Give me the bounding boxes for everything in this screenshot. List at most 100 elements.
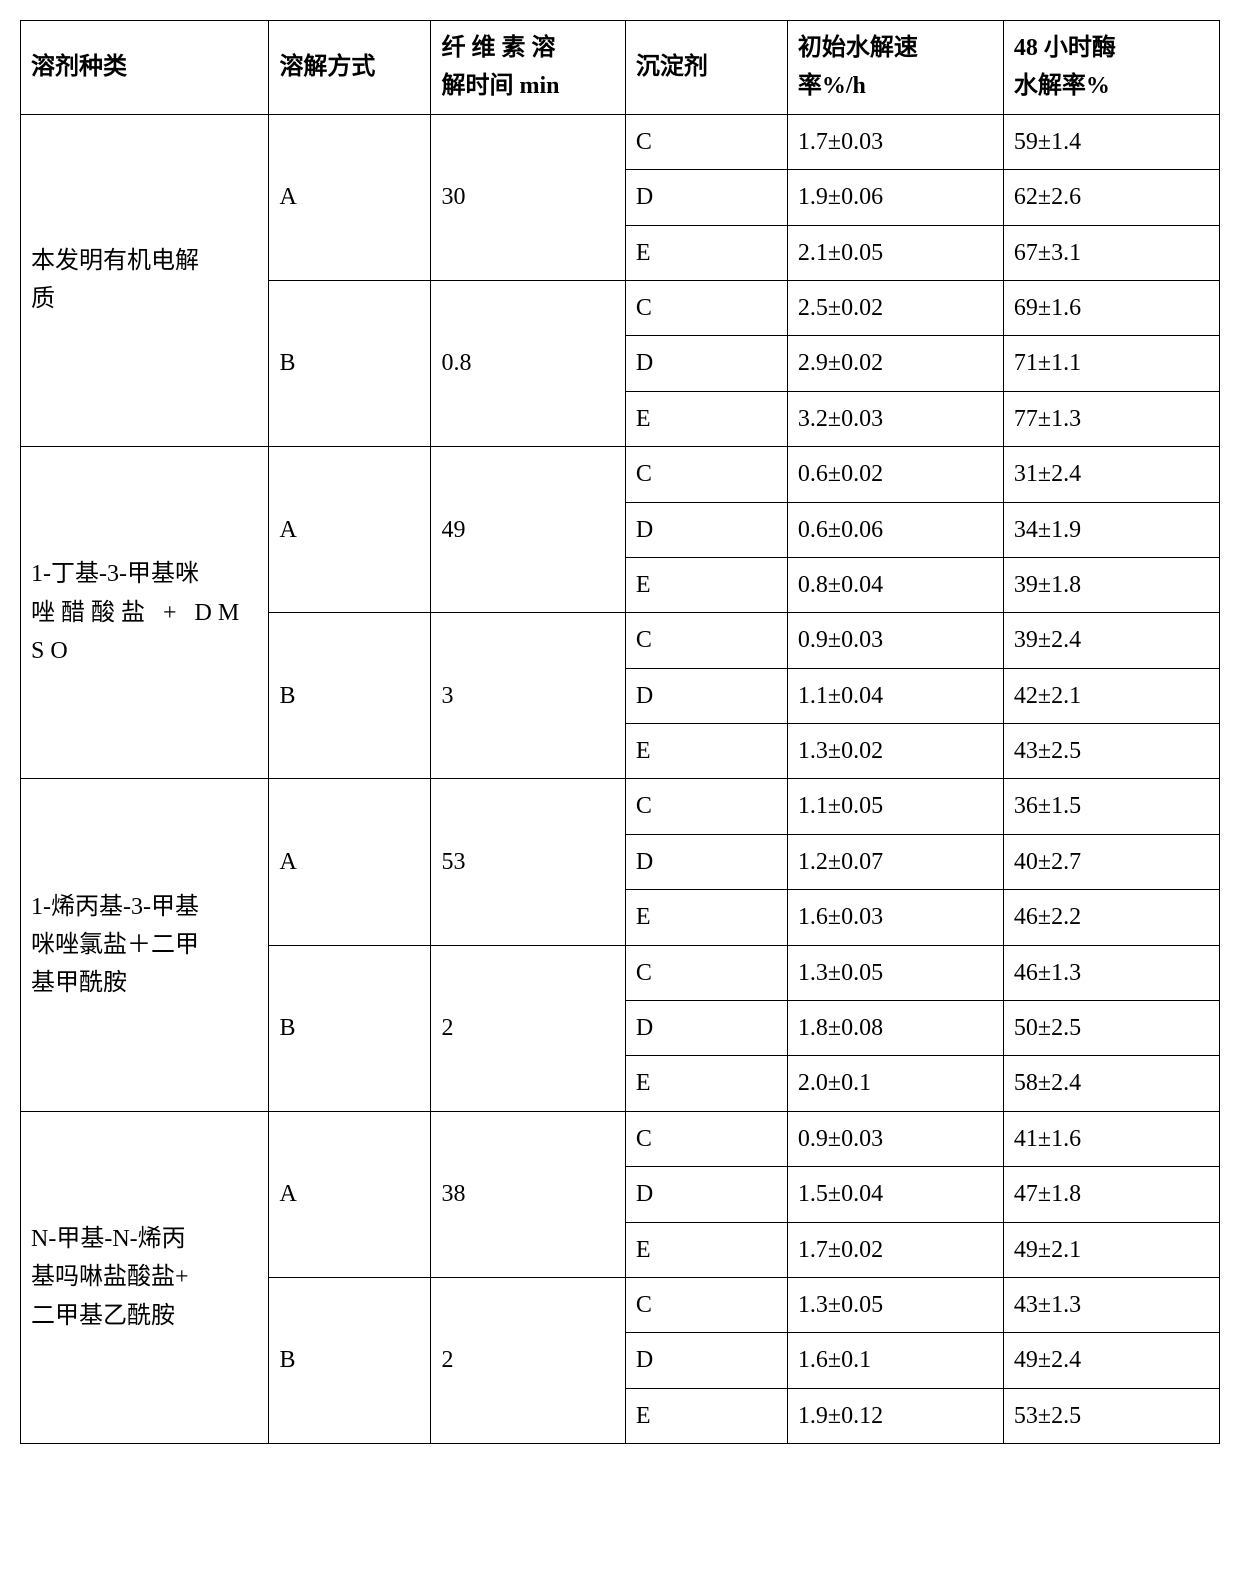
rate-cell: 1.9±0.12: [787, 1388, 1003, 1443]
hydrolysis-value: 59±1.4: [1014, 129, 1081, 155]
hydrolysis-value: 46±1.3: [1014, 960, 1081, 986]
method-cell: B: [269, 280, 431, 446]
rate-cell: 1.3±0.05: [787, 945, 1003, 1000]
precipitant-value: D: [636, 517, 653, 543]
time-cell: 2: [431, 945, 625, 1111]
hydrolysis-cell: 62±2.6: [1003, 170, 1219, 225]
rate-value: 1.7±0.02: [798, 1237, 883, 1263]
precipitant-cell: C: [625, 280, 787, 335]
hydrolysis-value: 39±1.8: [1014, 572, 1081, 598]
header-rate-l1: 初始水解速: [798, 35, 918, 61]
hydrolysis-value: 43±2.5: [1014, 738, 1081, 764]
time-value: 0.8: [441, 350, 471, 376]
rate-cell: 1.3±0.05: [787, 1277, 1003, 1332]
hydrolysis-value: 36±1.5: [1014, 793, 1081, 819]
precipitant-value: D: [636, 350, 653, 376]
rate-value: 1.6±0.03: [798, 904, 883, 930]
rate-cell: 1.7±0.03: [787, 114, 1003, 169]
precipitant-cell: E: [625, 1222, 787, 1277]
hydrolysis-cell: 49±2.1: [1003, 1222, 1219, 1277]
rate-value: 1.9±0.12: [798, 1403, 883, 1429]
time-value: 49: [441, 517, 465, 543]
solvent-line: 1-烯丙基-3-甲基: [31, 894, 199, 920]
rate-cell: 0.8±0.04: [787, 557, 1003, 612]
rate-value: 0.8±0.04: [798, 572, 883, 598]
precipitant-cell: D: [625, 1333, 787, 1388]
time-cell: 0.8: [431, 280, 625, 446]
solvent-cell: 1-丁基-3-甲基咪唑醋酸盐 + DMSO: [21, 447, 269, 779]
table-row: 1-丁基-3-甲基咪唑醋酸盐 + DMSOA49C0.6±0.0231±2.4: [21, 447, 1220, 502]
precipitant-cell: D: [625, 668, 787, 723]
precipitant-value: D: [636, 1181, 653, 1207]
solvent-cell: 本发明有机电解质: [21, 114, 269, 446]
precipitant-cell: E: [625, 557, 787, 612]
hydrolysis-cell: 43±1.3: [1003, 1277, 1219, 1332]
rate-value: 1.1±0.05: [798, 793, 883, 819]
rate-cell: 0.9±0.03: [787, 613, 1003, 668]
precipitant-cell: D: [625, 336, 787, 391]
header-hyd-l1: 48 小时酶: [1014, 35, 1116, 61]
rate-value: 0.6±0.06: [798, 517, 883, 543]
time-value: 30: [441, 184, 465, 210]
hydrolysis-cell: 58±2.4: [1003, 1056, 1219, 1111]
time-cell: 2: [431, 1277, 625, 1443]
precipitant-value: C: [636, 960, 652, 986]
hydrolysis-cell: 43±2.5: [1003, 724, 1219, 779]
rate-value: 1.6±0.1: [798, 1347, 871, 1373]
precipitant-cell: E: [625, 225, 787, 280]
header-precipitant: 沉淀剂: [636, 54, 708, 80]
rate-cell: 0.6±0.06: [787, 502, 1003, 557]
precipitant-value: E: [636, 572, 651, 598]
rate-cell: 2.9±0.02: [787, 336, 1003, 391]
header-cell-solvent: 溶剂种类: [21, 21, 269, 115]
method-label: B: [279, 683, 295, 709]
precipitant-value: D: [636, 849, 653, 875]
method-cell: B: [269, 613, 431, 779]
precipitant-cell: E: [625, 890, 787, 945]
time-cell: 38: [431, 1111, 625, 1277]
method-label: A: [279, 849, 296, 875]
precipitant-value: C: [636, 129, 652, 155]
method-cell: A: [269, 114, 431, 280]
rate-cell: 1.7±0.02: [787, 1222, 1003, 1277]
header-cell-hydrolysis: 48 小时酶水解率%: [1003, 21, 1219, 115]
precipitant-cell: E: [625, 391, 787, 446]
precipitant-cell: D: [625, 1001, 787, 1056]
rate-cell: 1.6±0.1: [787, 1333, 1003, 1388]
hydrolysis-value: 43±1.3: [1014, 1292, 1081, 1318]
precipitant-value: D: [636, 683, 653, 709]
precipitant-value: D: [636, 1015, 653, 1041]
header-cell-precipitant: 沉淀剂: [625, 21, 787, 115]
precipitant-cell: C: [625, 779, 787, 834]
solvent-line: 二甲基乙酰胺: [31, 1303, 175, 1329]
hydrolysis-value: 69±1.6: [1014, 295, 1081, 321]
hydrolysis-cell: 77±1.3: [1003, 391, 1219, 446]
precipitant-cell: D: [625, 170, 787, 225]
precipitant-value: C: [636, 295, 652, 321]
header-method: 溶解方式: [279, 54, 375, 80]
hydrolysis-cell: 71±1.1: [1003, 336, 1219, 391]
hydrolysis-value: 31±2.4: [1014, 461, 1081, 487]
rate-cell: 1.3±0.02: [787, 724, 1003, 779]
time-cell: 3: [431, 613, 625, 779]
precipitant-cell: D: [625, 502, 787, 557]
rate-cell: 0.9±0.03: [787, 1111, 1003, 1166]
precipitant-cell: D: [625, 1167, 787, 1222]
solvent-line: 基吗啉盐酸盐+: [31, 1264, 189, 1290]
header-cell-method: 溶解方式: [269, 21, 431, 115]
hydrolysis-cell: 46±1.3: [1003, 945, 1219, 1000]
hydrolysis-value: 71±1.1: [1014, 350, 1081, 376]
hydrolysis-value: 53±2.5: [1014, 1403, 1081, 1429]
hydrolysis-value: 67±3.1: [1014, 240, 1081, 266]
method-cell: B: [269, 945, 431, 1111]
rate-cell: 1.6±0.03: [787, 890, 1003, 945]
precipitant-cell: D: [625, 834, 787, 889]
precipitant-value: C: [636, 1126, 652, 1152]
rate-cell: 0.6±0.02: [787, 447, 1003, 502]
hydrolysis-cell: 41±1.6: [1003, 1111, 1219, 1166]
precipitant-cell: E: [625, 724, 787, 779]
rate-value: 3.2±0.03: [798, 406, 883, 432]
rate-value: 1.5±0.04: [798, 1181, 883, 1207]
hydrolysis-cell: 39±2.4: [1003, 613, 1219, 668]
precipitant-value: E: [636, 904, 651, 930]
